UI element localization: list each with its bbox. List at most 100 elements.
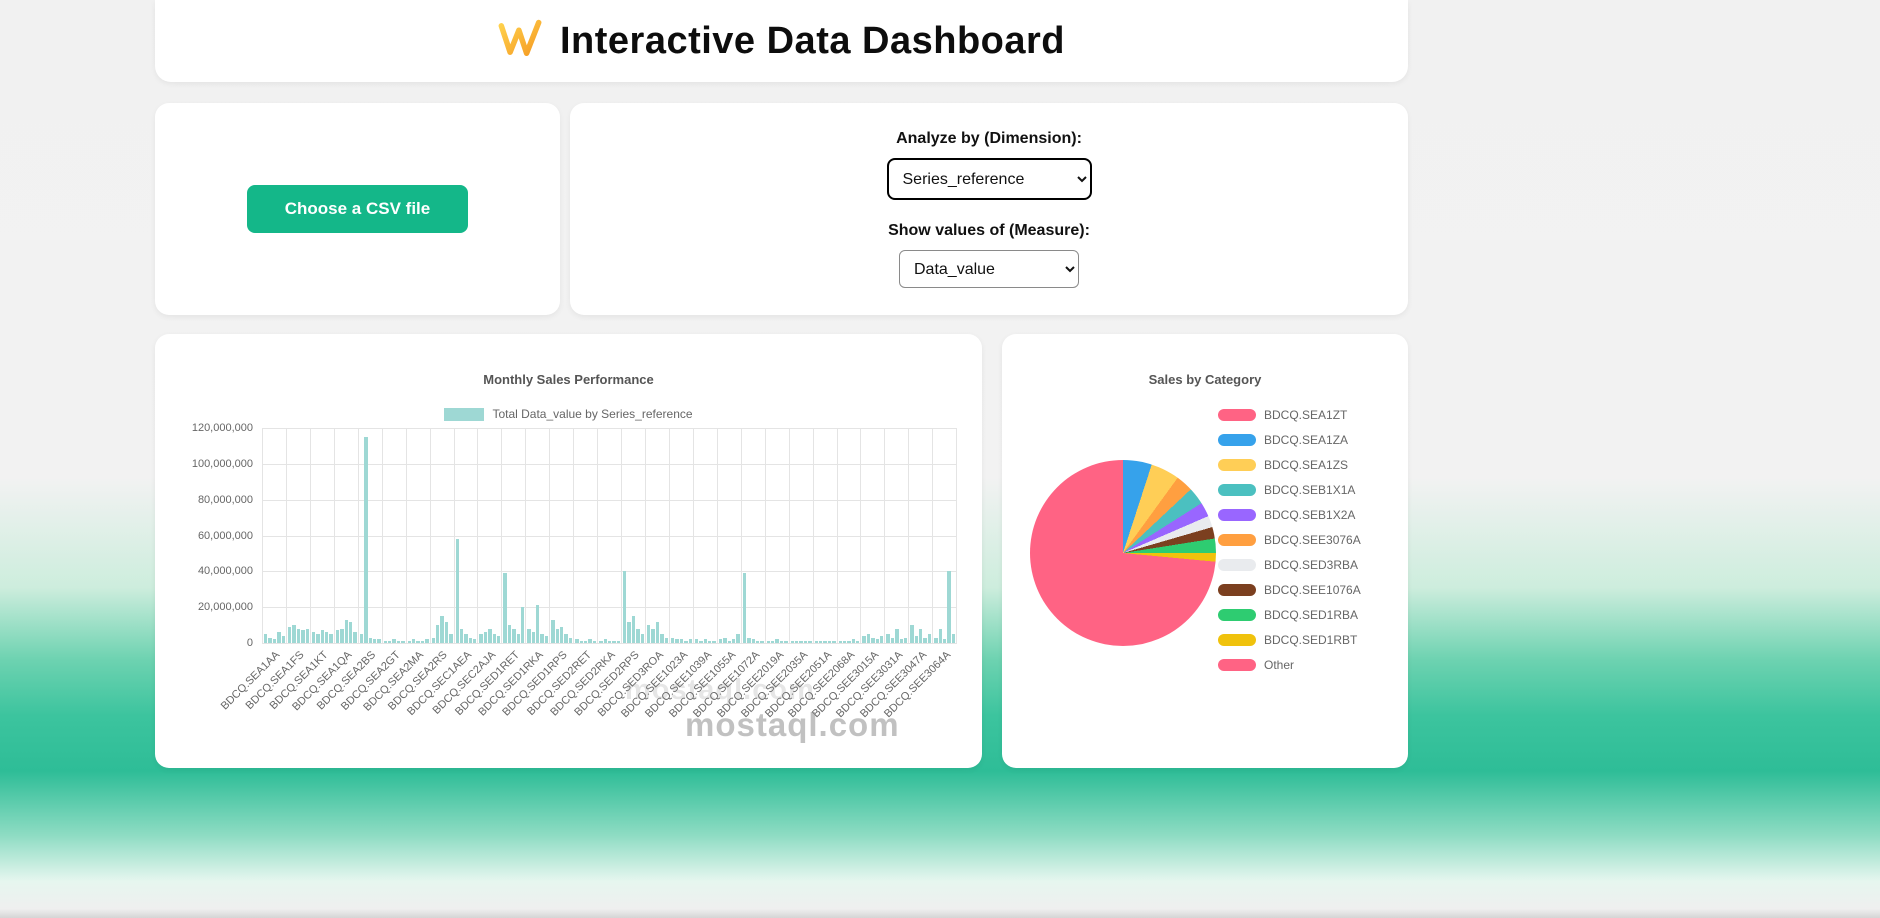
bar xyxy=(910,625,914,643)
bar xyxy=(640,634,645,643)
bar xyxy=(344,619,348,643)
bar-xlabels: BDCQ.SEA1AA BDCQ.SEA1FS BDCQ.SEA1KT BDCQ.SE… xyxy=(219,649,954,721)
pie-legend-label: BDCQ.SEA1ZA xyxy=(1264,433,1349,447)
pie-legend-item: BDCQ.SEA1ZT xyxy=(1218,408,1361,422)
bar xyxy=(449,634,453,643)
bar xyxy=(790,641,795,643)
bar xyxy=(473,639,477,643)
bar xyxy=(927,634,932,643)
pie-legend-swatch xyxy=(1218,484,1256,496)
bar-chart-title: Monthly Sales Performance xyxy=(483,372,654,387)
bar-group xyxy=(692,428,717,643)
bar-group xyxy=(621,428,645,643)
bar xyxy=(890,637,895,643)
bar xyxy=(272,639,277,643)
bar xyxy=(540,634,544,643)
bar xyxy=(684,641,688,643)
bar xyxy=(435,625,440,643)
pie-legend: BDCQ.SEA1ZT BDCQ.SEA1ZA BDCQ.SEA1ZS BDCQ.SE… xyxy=(1218,408,1361,672)
bar xyxy=(372,639,377,643)
bar xyxy=(396,641,401,643)
bar xyxy=(623,571,627,643)
bar xyxy=(934,637,938,643)
bar xyxy=(612,641,616,643)
pie-legend-label: BDCQ.SED3RBA xyxy=(1264,558,1359,572)
pie-legend-swatch xyxy=(1218,459,1256,471)
pie-legend-item: BDCQ.SEE3076A xyxy=(1218,533,1361,547)
pie-legend-label: BDCQ.SEE3076A xyxy=(1264,533,1361,547)
pie-legend-item: BDCQ.SED1RBA xyxy=(1218,608,1361,622)
pie-legend-label: BDCQ.SED1RBA xyxy=(1264,608,1359,622)
pie-legend-item: BDCQ.SED1RBT xyxy=(1218,633,1361,647)
y-axis-tick-label: 0 xyxy=(246,637,253,649)
bar-group xyxy=(405,428,430,643)
bar xyxy=(943,639,947,643)
bar xyxy=(353,632,357,643)
bar xyxy=(616,641,621,643)
bar xyxy=(588,639,592,643)
bar xyxy=(727,641,731,643)
bar-group xyxy=(788,428,813,643)
bar xyxy=(531,632,536,643)
bar xyxy=(847,641,851,643)
bar xyxy=(823,641,827,643)
bar xyxy=(520,607,525,643)
bar-chart-legend: Total Data_value by Series_reference xyxy=(155,407,982,421)
bar xyxy=(718,639,723,643)
choose-csv-button[interactable]: Choose a CSV file xyxy=(246,185,469,233)
bar xyxy=(947,571,951,643)
pie-legend-swatch xyxy=(1218,559,1256,571)
bar xyxy=(388,641,392,643)
dimension-select[interactable]: Series_reference xyxy=(886,158,1092,200)
bar xyxy=(751,639,755,643)
bar xyxy=(431,637,435,643)
bar xyxy=(316,634,320,643)
pie-legend-label: BDCQ.SEA1ZS xyxy=(1264,458,1349,472)
bar xyxy=(340,628,344,643)
bar xyxy=(277,632,281,643)
bar xyxy=(368,637,372,643)
bar xyxy=(292,625,296,643)
bar xyxy=(568,637,573,643)
bar xyxy=(651,628,655,643)
bar xyxy=(392,639,396,643)
bar xyxy=(492,634,496,643)
pie-legend-item: BDCQ.SEA1ZS xyxy=(1218,458,1361,472)
y-axis-tick-label: 120,000,000 xyxy=(191,422,253,434)
bar xyxy=(268,637,272,643)
bar xyxy=(301,630,305,643)
bar-group xyxy=(597,428,621,643)
bar-group xyxy=(333,428,358,643)
bar-group xyxy=(309,428,334,643)
bar xyxy=(851,639,856,643)
bar-group xyxy=(932,428,958,643)
measure-select[interactable]: Data_value xyxy=(899,250,1079,288)
bar xyxy=(335,630,340,643)
bar xyxy=(923,637,927,643)
bar xyxy=(512,628,516,643)
bar xyxy=(670,637,675,643)
controls-card: Analyze by (Dimension): Series_reference… xyxy=(570,103,1408,315)
bar-group xyxy=(285,428,310,643)
pie-legend-swatch xyxy=(1218,409,1256,421)
bar xyxy=(880,635,884,643)
pie-legend-swatch xyxy=(1218,509,1256,521)
bar xyxy=(862,635,866,643)
bar xyxy=(555,628,560,643)
bar xyxy=(607,641,612,643)
header-card: Interactive Data Dashboard xyxy=(155,0,1408,82)
bar xyxy=(329,634,333,643)
pie-chart xyxy=(1030,460,1216,646)
bar-group xyxy=(836,428,861,643)
bar xyxy=(631,616,636,643)
y-axis-tick-label: 100,000,000 xyxy=(191,457,253,470)
bar xyxy=(296,628,301,643)
bar xyxy=(497,635,501,643)
y-gridline xyxy=(262,535,957,537)
bar-legend-swatch xyxy=(444,407,485,421)
bar xyxy=(425,639,429,643)
bar xyxy=(795,641,799,643)
bar xyxy=(799,641,803,643)
bar xyxy=(679,639,684,643)
